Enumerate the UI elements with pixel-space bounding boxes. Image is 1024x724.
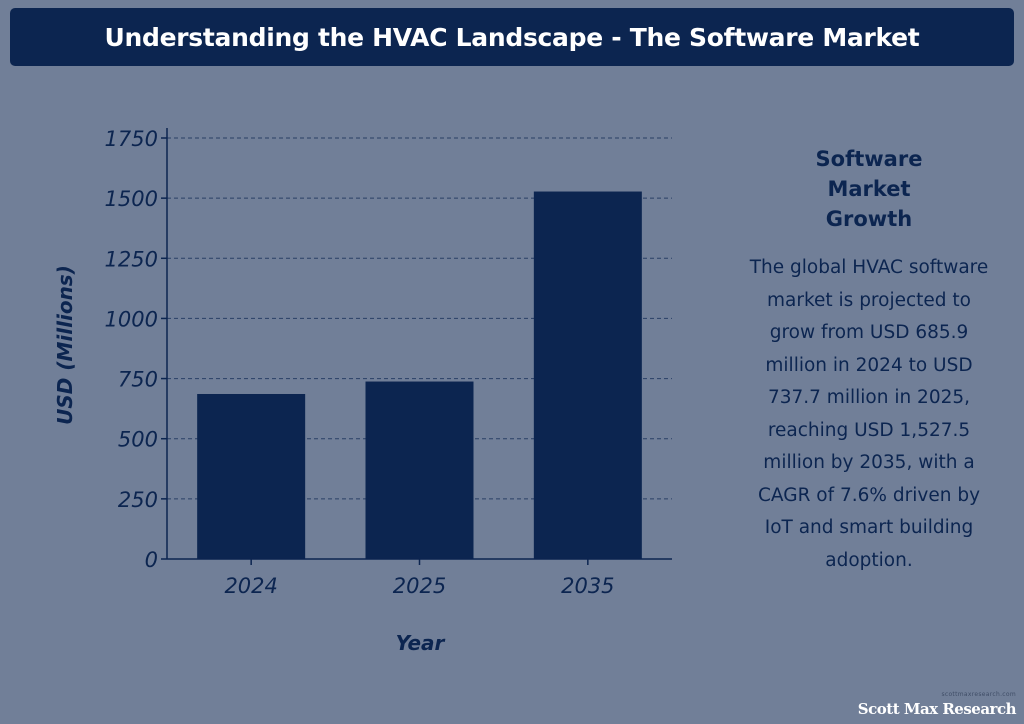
x-axis-label: Year <box>396 631 446 655</box>
y-tick-label: 0 <box>145 548 158 572</box>
x-tick-label: 2025 <box>393 574 446 598</box>
bar-chart: 0 250 500 750 1000 1250 1500 1750 2024 2025 2035 U… <box>53 127 672 655</box>
y-axis-label: USD (Millions) <box>53 265 77 425</box>
summary-body: The global HVAC software market is proje… <box>749 257 989 571</box>
bar-2024 <box>197 393 306 559</box>
tick-labels: 0 250 500 750 1000 1250 1500 1750 2024 2025 2035 <box>105 127 615 598</box>
page-title: Understanding the HVAC Landscape - The S… <box>104 22 920 52</box>
title-banner: Understanding the HVAC Landscape - The S… <box>10 8 1014 66</box>
y-tick-label: 250 <box>118 488 158 512</box>
y-tick-label: 1500 <box>105 187 158 211</box>
y-tick-label: 500 <box>118 428 158 452</box>
growth-summary-panel: Software Market Growth The global HVAC s… <box>742 144 996 577</box>
bars <box>197 191 642 559</box>
bar-2025 <box>365 381 474 559</box>
y-tick-label: 750 <box>118 368 158 392</box>
y-tick-label: 1750 <box>105 127 158 151</box>
x-tick-label: 2035 <box>561 574 614 598</box>
bar-2035 <box>533 191 642 559</box>
brand-logo-text: Scott Max Research <box>857 700 1017 718</box>
y-tick-label: 1250 <box>105 247 158 271</box>
footer-brand: scottmaxresearch.com Scott Max Research <box>857 691 1017 718</box>
summary-heading: Software Market Growth <box>815 147 923 231</box>
axes <box>161 128 672 565</box>
x-tick-label: 2024 <box>224 574 277 598</box>
y-tick-label: 1000 <box>105 307 158 331</box>
footer-small-text: scottmaxresearch.com <box>941 691 1016 698</box>
